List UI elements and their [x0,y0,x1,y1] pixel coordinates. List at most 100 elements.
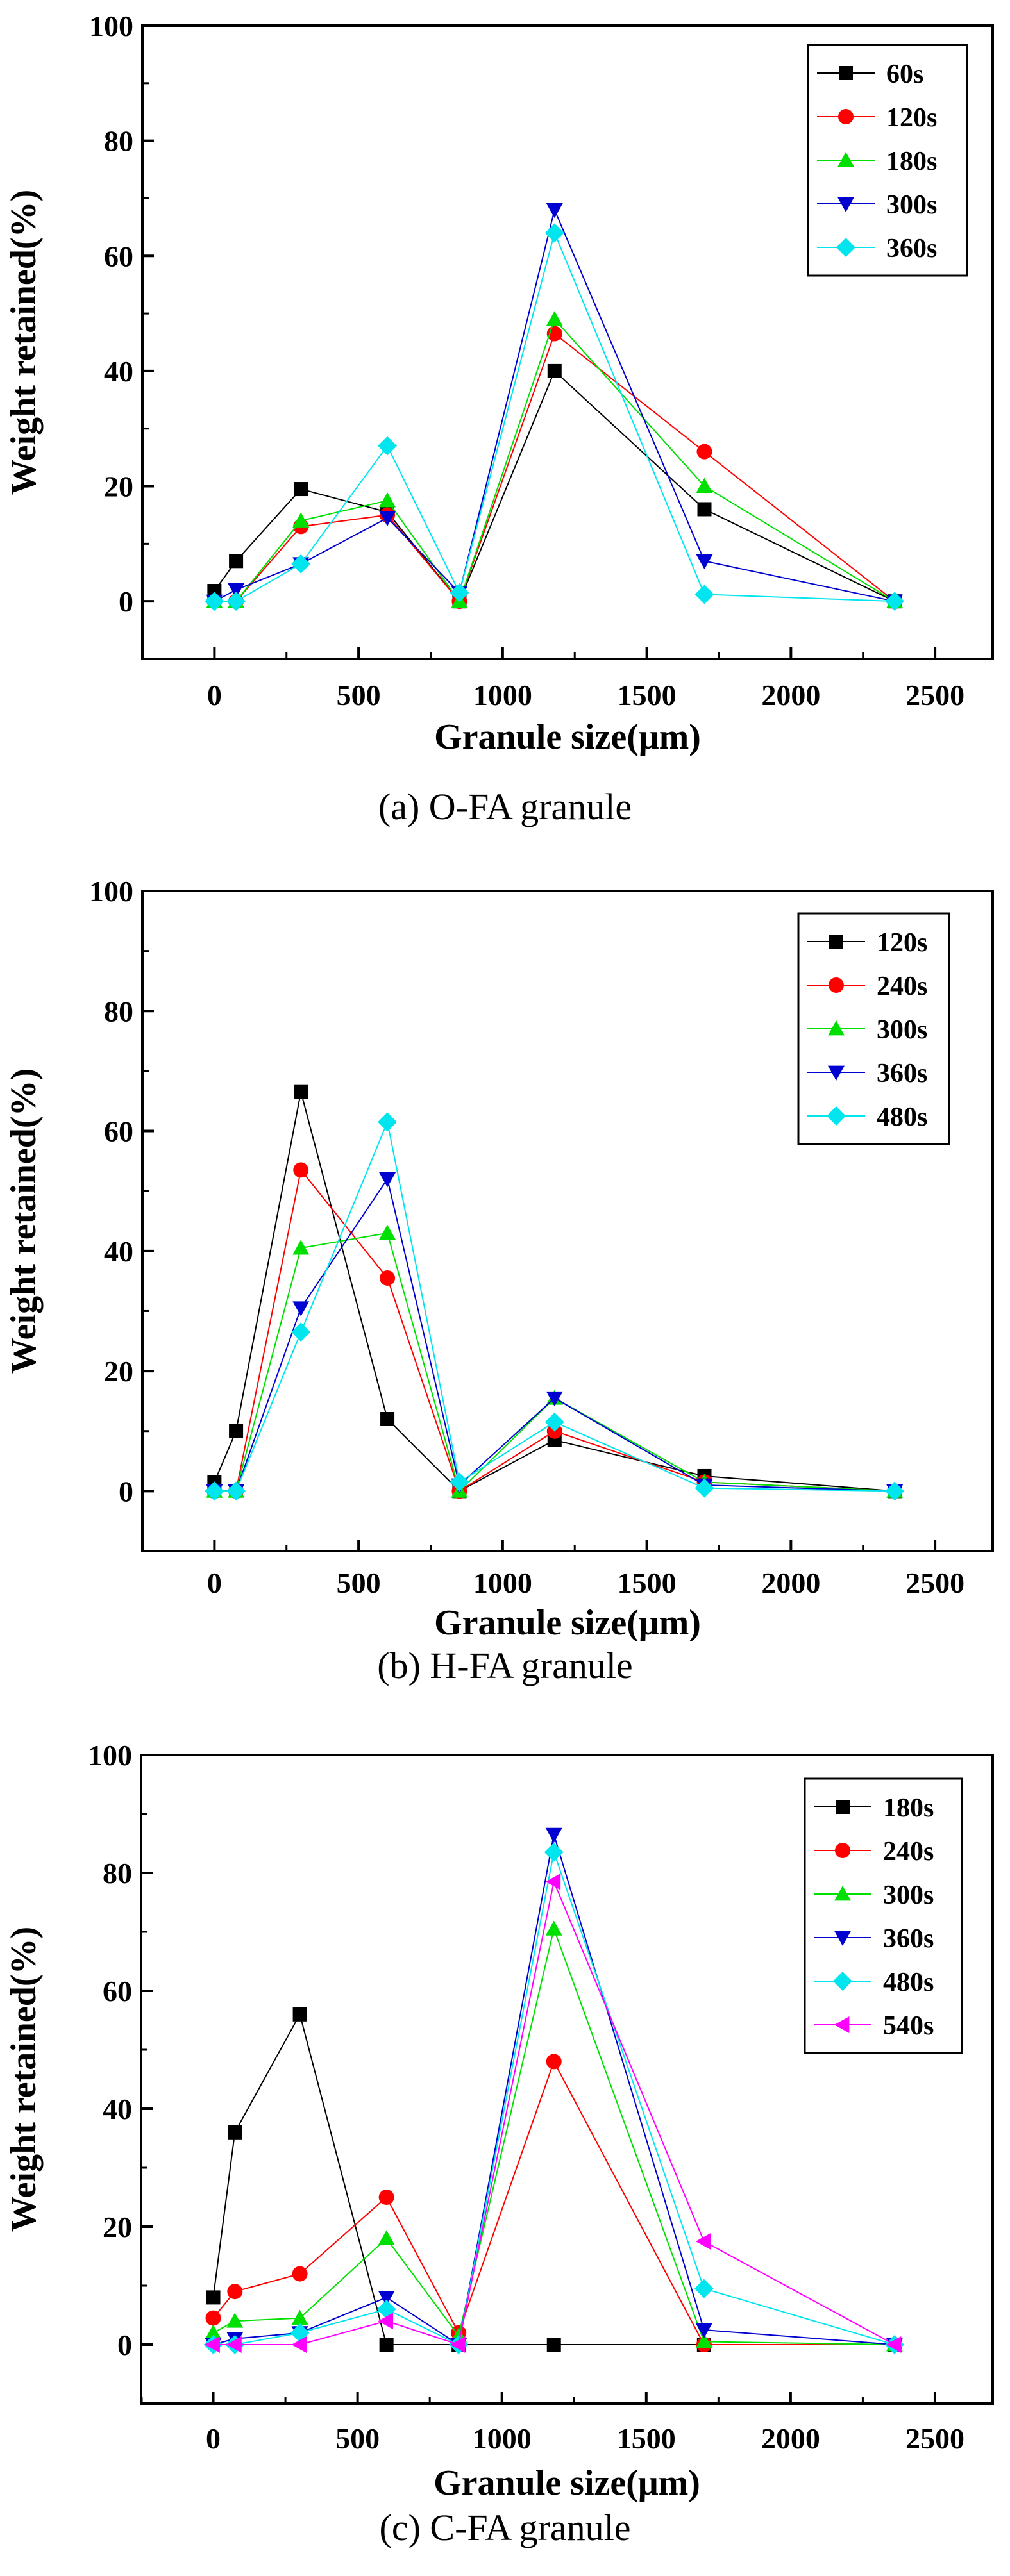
data-point [695,2323,712,2338]
data-point [546,311,563,326]
data-point [696,444,712,460]
series-240s [206,1162,903,1499]
series-line [212,2013,895,2345]
chart-panel-o-fa: 0 20 40 60 80 100 0 500 1000 1500 2000 2500 Granule … [0,0,1010,846]
data-point [380,1270,396,1286]
data-point [378,436,398,456]
legend-marker [827,1106,846,1126]
data-point [226,2313,244,2328]
data-point [450,1472,469,1492]
x-tick-label: 1500 [618,1566,677,1599]
data-point [291,2309,308,2325]
data-point [378,2313,394,2330]
chart-caption: (b) H-FA granule [377,1645,633,1686]
y-tick-label: 20 [103,2211,132,2243]
y-tick-label: 20 [104,1355,133,1388]
data-point [379,1224,396,1240]
data-point [544,223,564,243]
data-point [886,2336,902,2353]
legend-marker [834,1931,851,1946]
y-tick-label: 0 [119,1475,133,1508]
x-tick-label: 500 [335,2422,380,2455]
legend-marker [828,1065,845,1081]
series-360s [205,223,905,611]
legend-label: 360s [883,1924,934,1954]
legend-marker [839,66,853,80]
y-tick-label: 100 [88,1739,132,1772]
data-point [378,1112,398,1132]
x-tick-label: 2500 [905,2422,964,2455]
data-point [547,363,562,378]
legend: 180s 240s 300s 360s 480s 540s [804,1777,963,2054]
legend-item: 360s [817,234,937,263]
legend-label: 480s [877,1102,927,1132]
data-point [694,1478,714,1498]
data-point [545,1873,561,1890]
data-point [291,1322,311,1342]
series-line [213,1834,895,2346]
legend-label: 240s [877,972,927,1001]
x-tick-label: 2000 [761,679,820,711]
legend-item: 300s [807,1015,927,1045]
x-tick-label: 500 [337,1566,381,1599]
legend-label: 300s [886,190,937,220]
data-point [376,2299,396,2319]
x-tick-label: 0 [207,1566,222,1599]
legend-label: 60s [886,60,923,89]
data-point [546,2338,561,2352]
x-tick-label: 2500 [905,679,964,711]
data-point [205,2336,220,2353]
y-tick-label: 100 [89,10,133,42]
series-180s [206,311,904,608]
legend-item: 540s [814,2011,934,2041]
x-tick-label: 2000 [761,1566,820,1599]
legend-label: 300s [877,1015,927,1045]
series-line [214,318,895,603]
legend-label: 360s [886,234,937,263]
data-point [228,583,245,599]
series-60s [207,363,902,609]
x-tick-label: 1000 [473,679,532,711]
legend-marker [834,1886,851,1901]
data-point [292,1301,310,1317]
y-tick-label: 60 [103,1975,132,2007]
legend-item: 120s [807,928,927,958]
legend-marker [836,1800,850,1814]
series-line [214,1168,895,1492]
x-tick-label: 2000 [761,2422,820,2455]
series-line [214,1120,895,1492]
legend-label: 480s [883,1968,934,1997]
series-line [213,1926,895,2345]
y-tick-label: 60 [104,1115,133,1148]
series-line [213,1879,895,2346]
legend-label: 540s [883,2011,934,2041]
data-point [229,1424,244,1438]
data-point [293,1162,309,1178]
legend-marker [835,1843,850,1858]
series-line [214,1232,895,1493]
y-tick-label: 80 [104,995,133,1027]
legend-marker [828,1020,845,1036]
data-point [545,1827,562,1843]
data-point [205,1481,224,1501]
data-point [696,554,713,570]
y-tick-label: 20 [104,470,133,503]
data-point [544,1842,564,1862]
x-tick-label: 1000 [473,2422,532,2455]
legend-item: 360s [814,1924,934,1954]
data-point [290,2323,310,2343]
plot-frame [140,1754,994,2405]
data-point [379,511,396,526]
legend-item: 120s [817,103,937,133]
x-tick-label: 0 [206,2422,221,2455]
data-point [205,592,224,611]
legend-item: 180s [814,1793,934,1823]
data-point [294,1084,308,1099]
series-line [214,1177,895,1492]
y-axis-title: Weight retained(%) [4,1068,44,1374]
series-540s [205,1873,902,2353]
legend-item: 180s [817,147,937,176]
